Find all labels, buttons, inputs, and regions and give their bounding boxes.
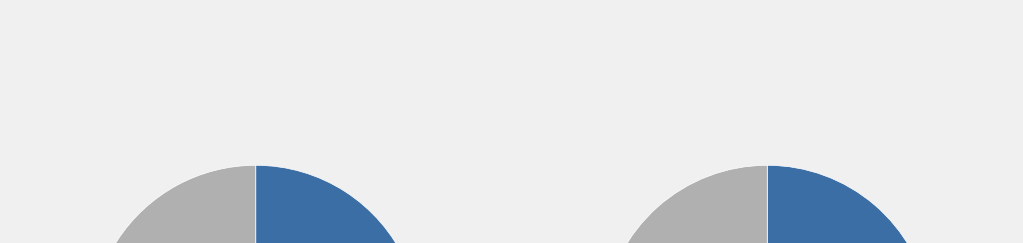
Wedge shape xyxy=(767,165,932,243)
Wedge shape xyxy=(604,165,767,243)
Wedge shape xyxy=(91,165,256,243)
Wedge shape xyxy=(256,165,420,243)
